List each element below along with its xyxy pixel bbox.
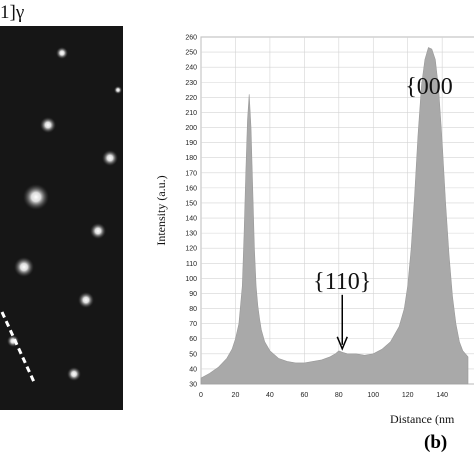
zone-axis-label: 1]γ [0,2,25,23]
y-tick-label: 230 [185,80,197,87]
profile-line [0,311,36,383]
intensity-area [200,47,469,385]
arrow-head [336,336,348,351]
y-tick-label: 130 [185,231,197,238]
y-tick-label: 200 [185,125,197,132]
y-tick-label: 250 [185,50,197,57]
x-tick-labels: 0 20 40 60 80 100 120 140 [199,392,448,399]
x-tick-label: 0 [199,392,203,399]
x-tick-label: 80 [335,392,343,399]
y-tick-label: 100 [185,276,197,283]
y-tick-label: 120 [185,246,197,253]
y-axis-label: Intensity (a.u.) [154,175,168,245]
y-tick-label: 90 [189,291,197,298]
y-tick-label: 180 [185,155,197,162]
y-tick-label: 50 [189,351,197,358]
annotation-110: {110} [313,269,371,295]
y-tick-label: 210 [185,110,197,117]
x-tick-label: 120 [402,392,414,399]
y-tick-label: 80 [189,306,197,313]
diffraction-pattern-image [0,26,123,410]
x-tick-label: 60 [300,392,308,399]
y-tick-label: 60 [189,336,197,343]
y-tick-label: 30 [189,382,197,389]
x-tick-label: 140 [436,392,448,399]
x-axis-label: Distance (nm [390,412,455,426]
y-tick-label: 220 [185,95,197,102]
y-tick-label: 240 [185,65,197,72]
y-tick-label: 190 [185,140,197,147]
y-tick-label: 150 [185,200,197,207]
x-tick-label: 40 [266,392,274,399]
y-tick-label: 140 [185,216,197,223]
panel-label: (b) [424,432,447,453]
x-tick-label: 20 [232,392,240,399]
y-tick-label: 170 [185,170,197,177]
y-tick-label: 40 [189,366,197,373]
y-tick-label: 110 [186,261,197,268]
x-tick-label: 100 [367,392,379,399]
annotation-000: {000 [405,74,453,100]
y-tick-label: 160 [185,185,197,192]
y-tick-labels: 30 40 50 60 70 80 90 100 110 120 130 140 150 160 170 18… [185,35,197,389]
annotations: {110} {000 [313,74,453,351]
y-tick-label: 260 [185,35,197,42]
y-tick-label: 70 [189,321,197,328]
